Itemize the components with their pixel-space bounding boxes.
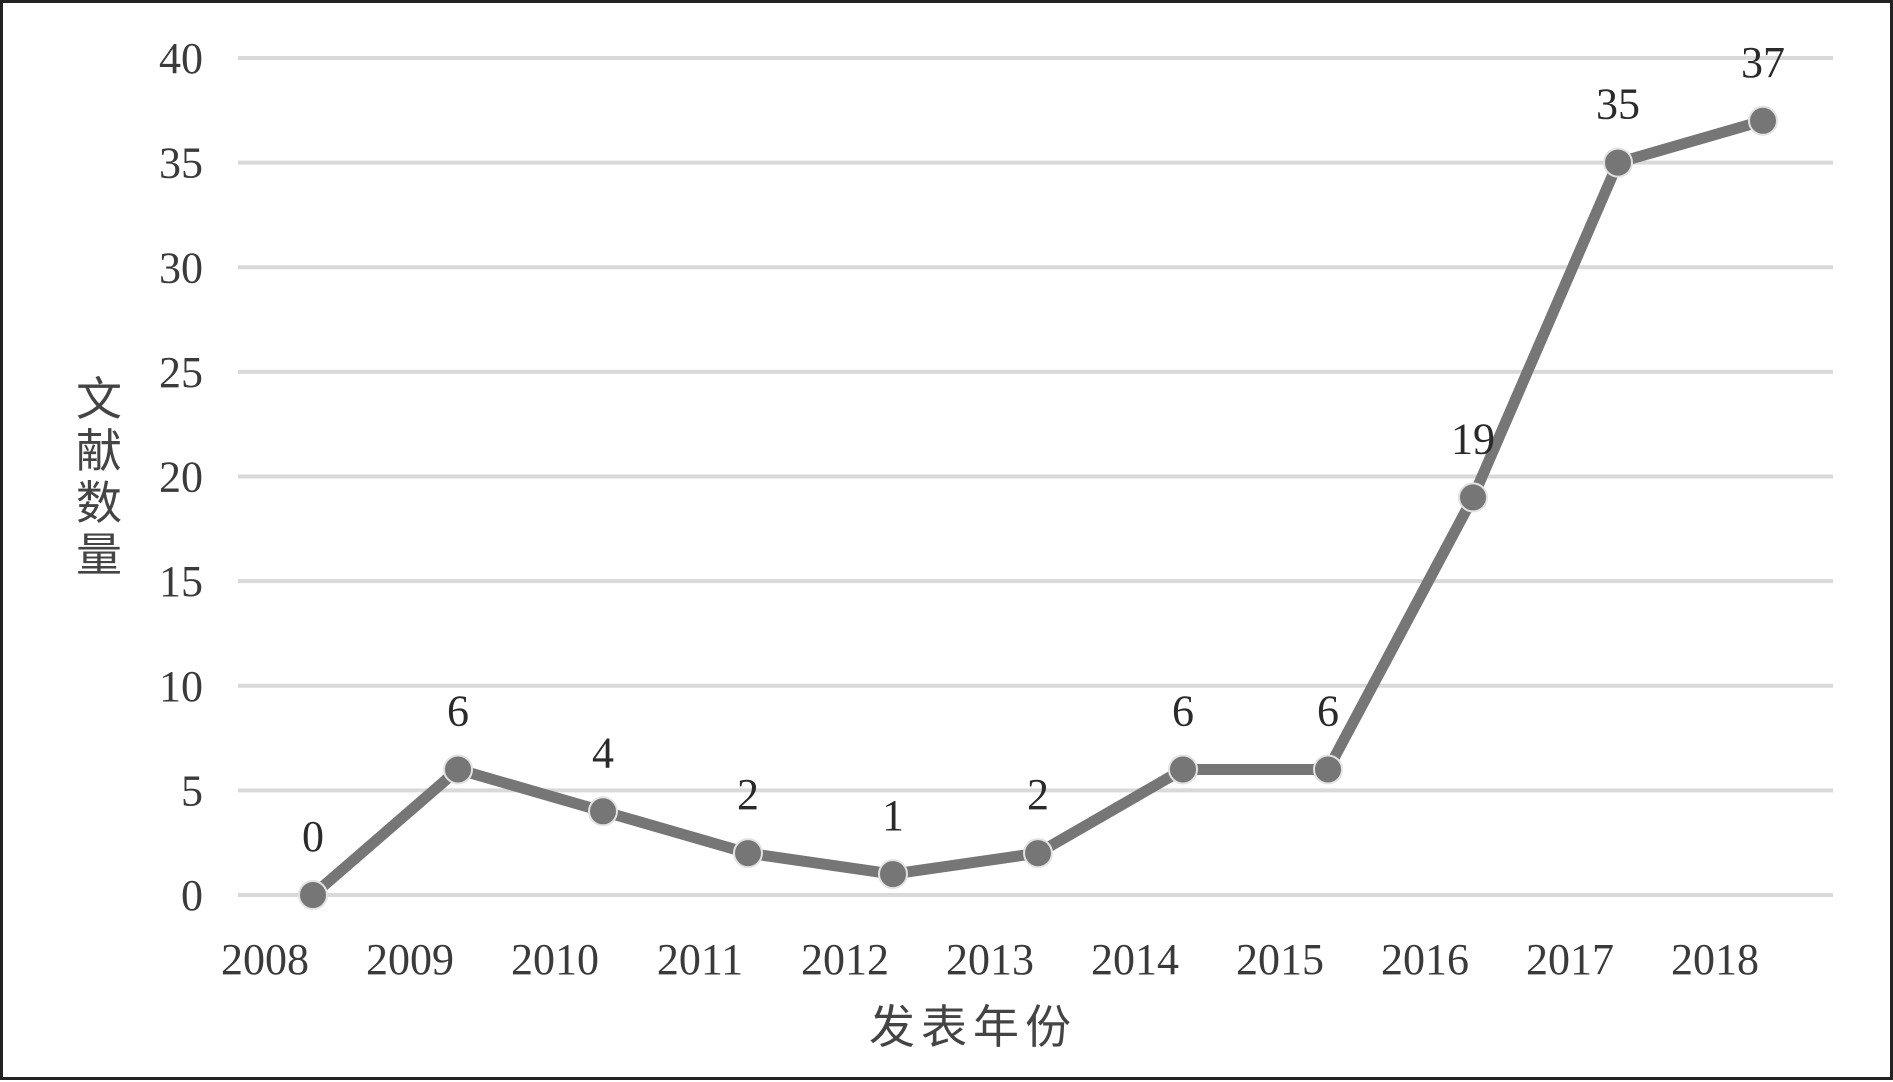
y-tick-label: 35 (159, 139, 203, 188)
x-tick-label: 2010 (511, 935, 599, 984)
y-axis-ticks: 0 5 10 15 20 25 30 35 40 (159, 34, 203, 920)
x-tick-label: 2018 (1671, 935, 1759, 984)
data-point (1603, 147, 1633, 178)
data-label: 19 (1451, 414, 1495, 463)
series-markers (298, 105, 1778, 910)
y-tick-label: 40 (159, 34, 203, 83)
y-tick-label: 30 (159, 243, 203, 292)
data-label: 0 (302, 812, 324, 861)
x-tick-label: 2014 (1091, 935, 1179, 984)
data-point (1748, 105, 1778, 136)
y-tick-label: 10 (159, 662, 203, 711)
data-point (1458, 482, 1488, 513)
data-label: 2 (737, 770, 759, 819)
data-label: 1 (882, 791, 904, 840)
data-label: 37 (1741, 38, 1785, 87)
x-tick-label: 2009 (366, 935, 454, 984)
data-label: 35 (1596, 80, 1640, 129)
x-tick-label: 2012 (801, 935, 889, 984)
data-label: 4 (592, 728, 614, 777)
x-tick-label: 2016 (1381, 935, 1469, 984)
x-tick-label: 2017 (1526, 935, 1614, 984)
y-tick-label: 5 (181, 766, 203, 815)
data-point (588, 796, 618, 827)
data-point (878, 859, 908, 890)
data-label: 6 (1172, 686, 1194, 735)
y-tick-label: 25 (159, 348, 203, 397)
y-tick-label: 15 (159, 557, 203, 606)
data-point (733, 838, 763, 869)
data-labels: 0 6 4 2 1 2 6 6 19 35 37 (302, 38, 1785, 861)
x-tick-label: 2008 (221, 935, 309, 984)
data-label: 6 (447, 686, 469, 735)
x-axis-title: 发表年份 (869, 1002, 1077, 1053)
data-point (443, 754, 473, 785)
data-point (1168, 754, 1198, 785)
gridlines (238, 56, 1833, 897)
x-axis-ticks: 2008 2009 2010 2011 2012 2013 2014 2015 2016 2017… (221, 935, 1759, 984)
data-label: 2 (1027, 770, 1049, 819)
x-tick-label: 2011 (657, 935, 743, 984)
data-point (1023, 838, 1053, 869)
y-axis-title: 文献数量 (76, 374, 122, 581)
y-tick-label: 20 (159, 453, 203, 502)
data-point (1313, 754, 1343, 785)
y-tick-label: 0 (181, 871, 203, 920)
data-point (298, 880, 328, 910)
x-tick-label: 2015 (1236, 935, 1324, 984)
data-label: 6 (1317, 686, 1339, 735)
x-tick-label: 2013 (946, 935, 1034, 984)
